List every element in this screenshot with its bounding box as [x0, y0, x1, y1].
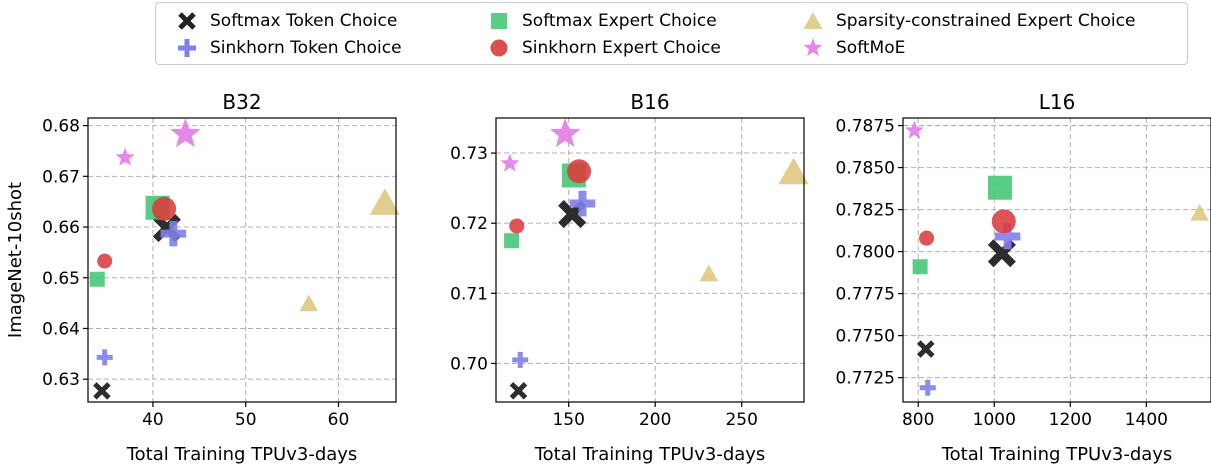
legend: Softmax Token Choice Sinkhorn Token Choi…: [155, 2, 1188, 65]
data-point-triangle: [299, 294, 319, 312]
circle-icon: [490, 39, 508, 57]
chart-panel-L16: 800 1000 1200 1400 0.7725 0.7750 0.7775 0.7800 0…: [836, 90, 1211, 464]
triangle-icon: [803, 12, 823, 29]
x-axis-label: Total Training TPUv3-days: [941, 444, 1173, 464]
x-tick-label: 200: [639, 410, 671, 430]
data-point-plus: [96, 349, 113, 366]
data-point-star: [115, 147, 135, 166]
data-point-circle: [919, 230, 935, 246]
legend-label: Softmax Token Choice: [210, 11, 398, 31]
y-tick-label: 0.7725: [836, 369, 895, 389]
legend-item-softmax-token-choice: Softmax Token Choice: [174, 9, 397, 33]
y-tick-label: 0.7825: [836, 201, 895, 221]
chart-panel-B32: 40 50 60 0.63 0.64 0.65 0.66 0.67 0.68 B32 Total T…: [5, 90, 400, 464]
data-point-triangle: [369, 188, 400, 215]
y-tick-label: 0.7750: [836, 327, 895, 347]
x-tick-label: 60: [328, 410, 350, 430]
data-point-triangle: [1190, 203, 1210, 221]
y-tick-label: 0.7775: [836, 285, 895, 305]
data-point-circle: [152, 196, 177, 221]
y-tick-label: 0.7800: [836, 243, 895, 263]
chart-title: B16: [630, 90, 669, 114]
y-tick-label: 0.63: [42, 370, 80, 390]
x-axis-label: Total Training TPUv3-days: [534, 444, 766, 464]
data-point-x: [917, 340, 935, 358]
legend-item-softmax-expert-choice: Softmax Expert Choice: [486, 9, 717, 33]
plot-frame: [87, 117, 397, 403]
chart-title: L16: [1039, 90, 1076, 114]
x-tick-label: 150: [552, 410, 584, 430]
x-tick-label: 50: [235, 410, 257, 430]
legend-item-sparsity-constrained-expert-choice: Sparsity-constrained Expert Choice: [800, 9, 1135, 33]
x-tick-label: 800: [902, 410, 934, 430]
data-point-circle: [991, 209, 1016, 234]
data-point-triangle: [699, 264, 719, 282]
legend-item-sinkhorn-token-choice: Sinkhorn Token Choice: [174, 36, 402, 60]
data-point-square: [912, 259, 928, 275]
legend-label: Softmax Expert Choice: [522, 11, 717, 31]
y-tick-label: 0.64: [42, 319, 80, 339]
data-point-plus: [160, 220, 187, 247]
plot-frame: [902, 117, 1211, 403]
chart-title: B32: [222, 90, 261, 114]
data-point-star: [170, 118, 201, 148]
y-tick-label: 0.72: [450, 214, 488, 234]
legend-label: SoftMoE: [836, 38, 906, 58]
data-point-square: [504, 233, 520, 249]
data-point-circle: [97, 253, 113, 269]
data-point-x: [509, 382, 528, 400]
y-tick-label: 0.7850: [836, 159, 895, 179]
x-axis-label: Total Training TPUv3-days: [126, 444, 358, 464]
x-tick-label: 40: [142, 410, 164, 430]
legend-item-sinkhorn-expert-choice: Sinkhorn Expert Choice: [486, 36, 721, 60]
y-tick-label: 0.68: [42, 117, 80, 137]
plus-icon: [178, 39, 196, 57]
y-tick-label: 0.71: [450, 284, 488, 304]
legend-label: Sinkhorn Expert Choice: [522, 38, 721, 58]
legend-item-softmoe: SoftMoE: [800, 36, 905, 60]
square-icon: [491, 13, 507, 29]
plot-frame: [495, 117, 805, 403]
data-point-star: [549, 118, 581, 148]
legend-label: Sinkhorn Token Choice: [210, 38, 402, 58]
chart-panel-B16: 150 200 250 0.70 0.71 0.72 0.73 B16 Total Traini…: [450, 90, 809, 464]
y-tick-label: 0.66: [42, 218, 80, 238]
y-tick-label: 0.73: [450, 144, 488, 164]
x-tick-label: 1400: [1125, 410, 1168, 430]
data-point-plus: [569, 190, 596, 217]
y-axis-label: ImageNet-10shot: [5, 182, 26, 338]
data-point-triangle: [778, 157, 809, 185]
legend-label: Sparsity-constrained Expert Choice: [836, 11, 1136, 31]
data-point-circle: [567, 159, 592, 184]
star-icon: [803, 38, 823, 57]
y-tick-label: 0.65: [42, 269, 80, 289]
y-tick-label: 0.7875: [836, 117, 895, 137]
data-point-square: [987, 175, 1012, 200]
y-tick-label: 0.67: [42, 167, 80, 187]
data-point-circle: [509, 218, 525, 234]
data-point-square: [89, 271, 105, 287]
data-point-star: [904, 120, 924, 139]
x-icon: [178, 12, 196, 30]
y-tick-label: 0.70: [450, 354, 488, 374]
data-point-plus: [919, 379, 936, 396]
x-tick-label: 1000: [973, 410, 1016, 430]
x-tick-label: 1200: [1049, 410, 1092, 430]
data-point-plus: [512, 351, 529, 368]
x-tick-label: 250: [725, 410, 757, 430]
data-point-x: [93, 382, 111, 400]
data-point-star: [500, 153, 520, 172]
